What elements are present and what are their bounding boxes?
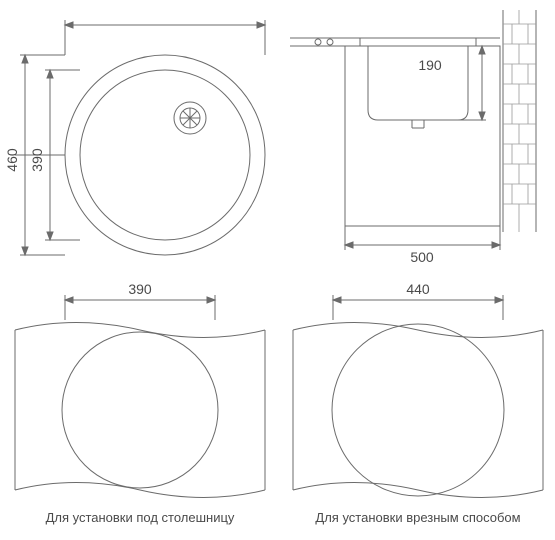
dim-bowl-390: 390 [29,148,45,172]
dim-depth-190: 190 [418,57,442,73]
dim-outer-460: 460 [4,148,20,172]
caption-inset: Для установки врезным способом [283,510,553,525]
dim-cutout-under: 390 [128,281,152,297]
caption-under: Для установки под столешницу [5,510,275,525]
cutout-under-drawing: 390 [5,280,275,515]
top-view-drawing: 460 390 [0,0,280,280]
dim-cutout-inset: 440 [406,281,430,297]
dim-width-500: 500 [410,249,434,265]
cutout-inset-drawing: 440 [283,280,553,515]
section-view-drawing: 190 500 [290,0,550,280]
